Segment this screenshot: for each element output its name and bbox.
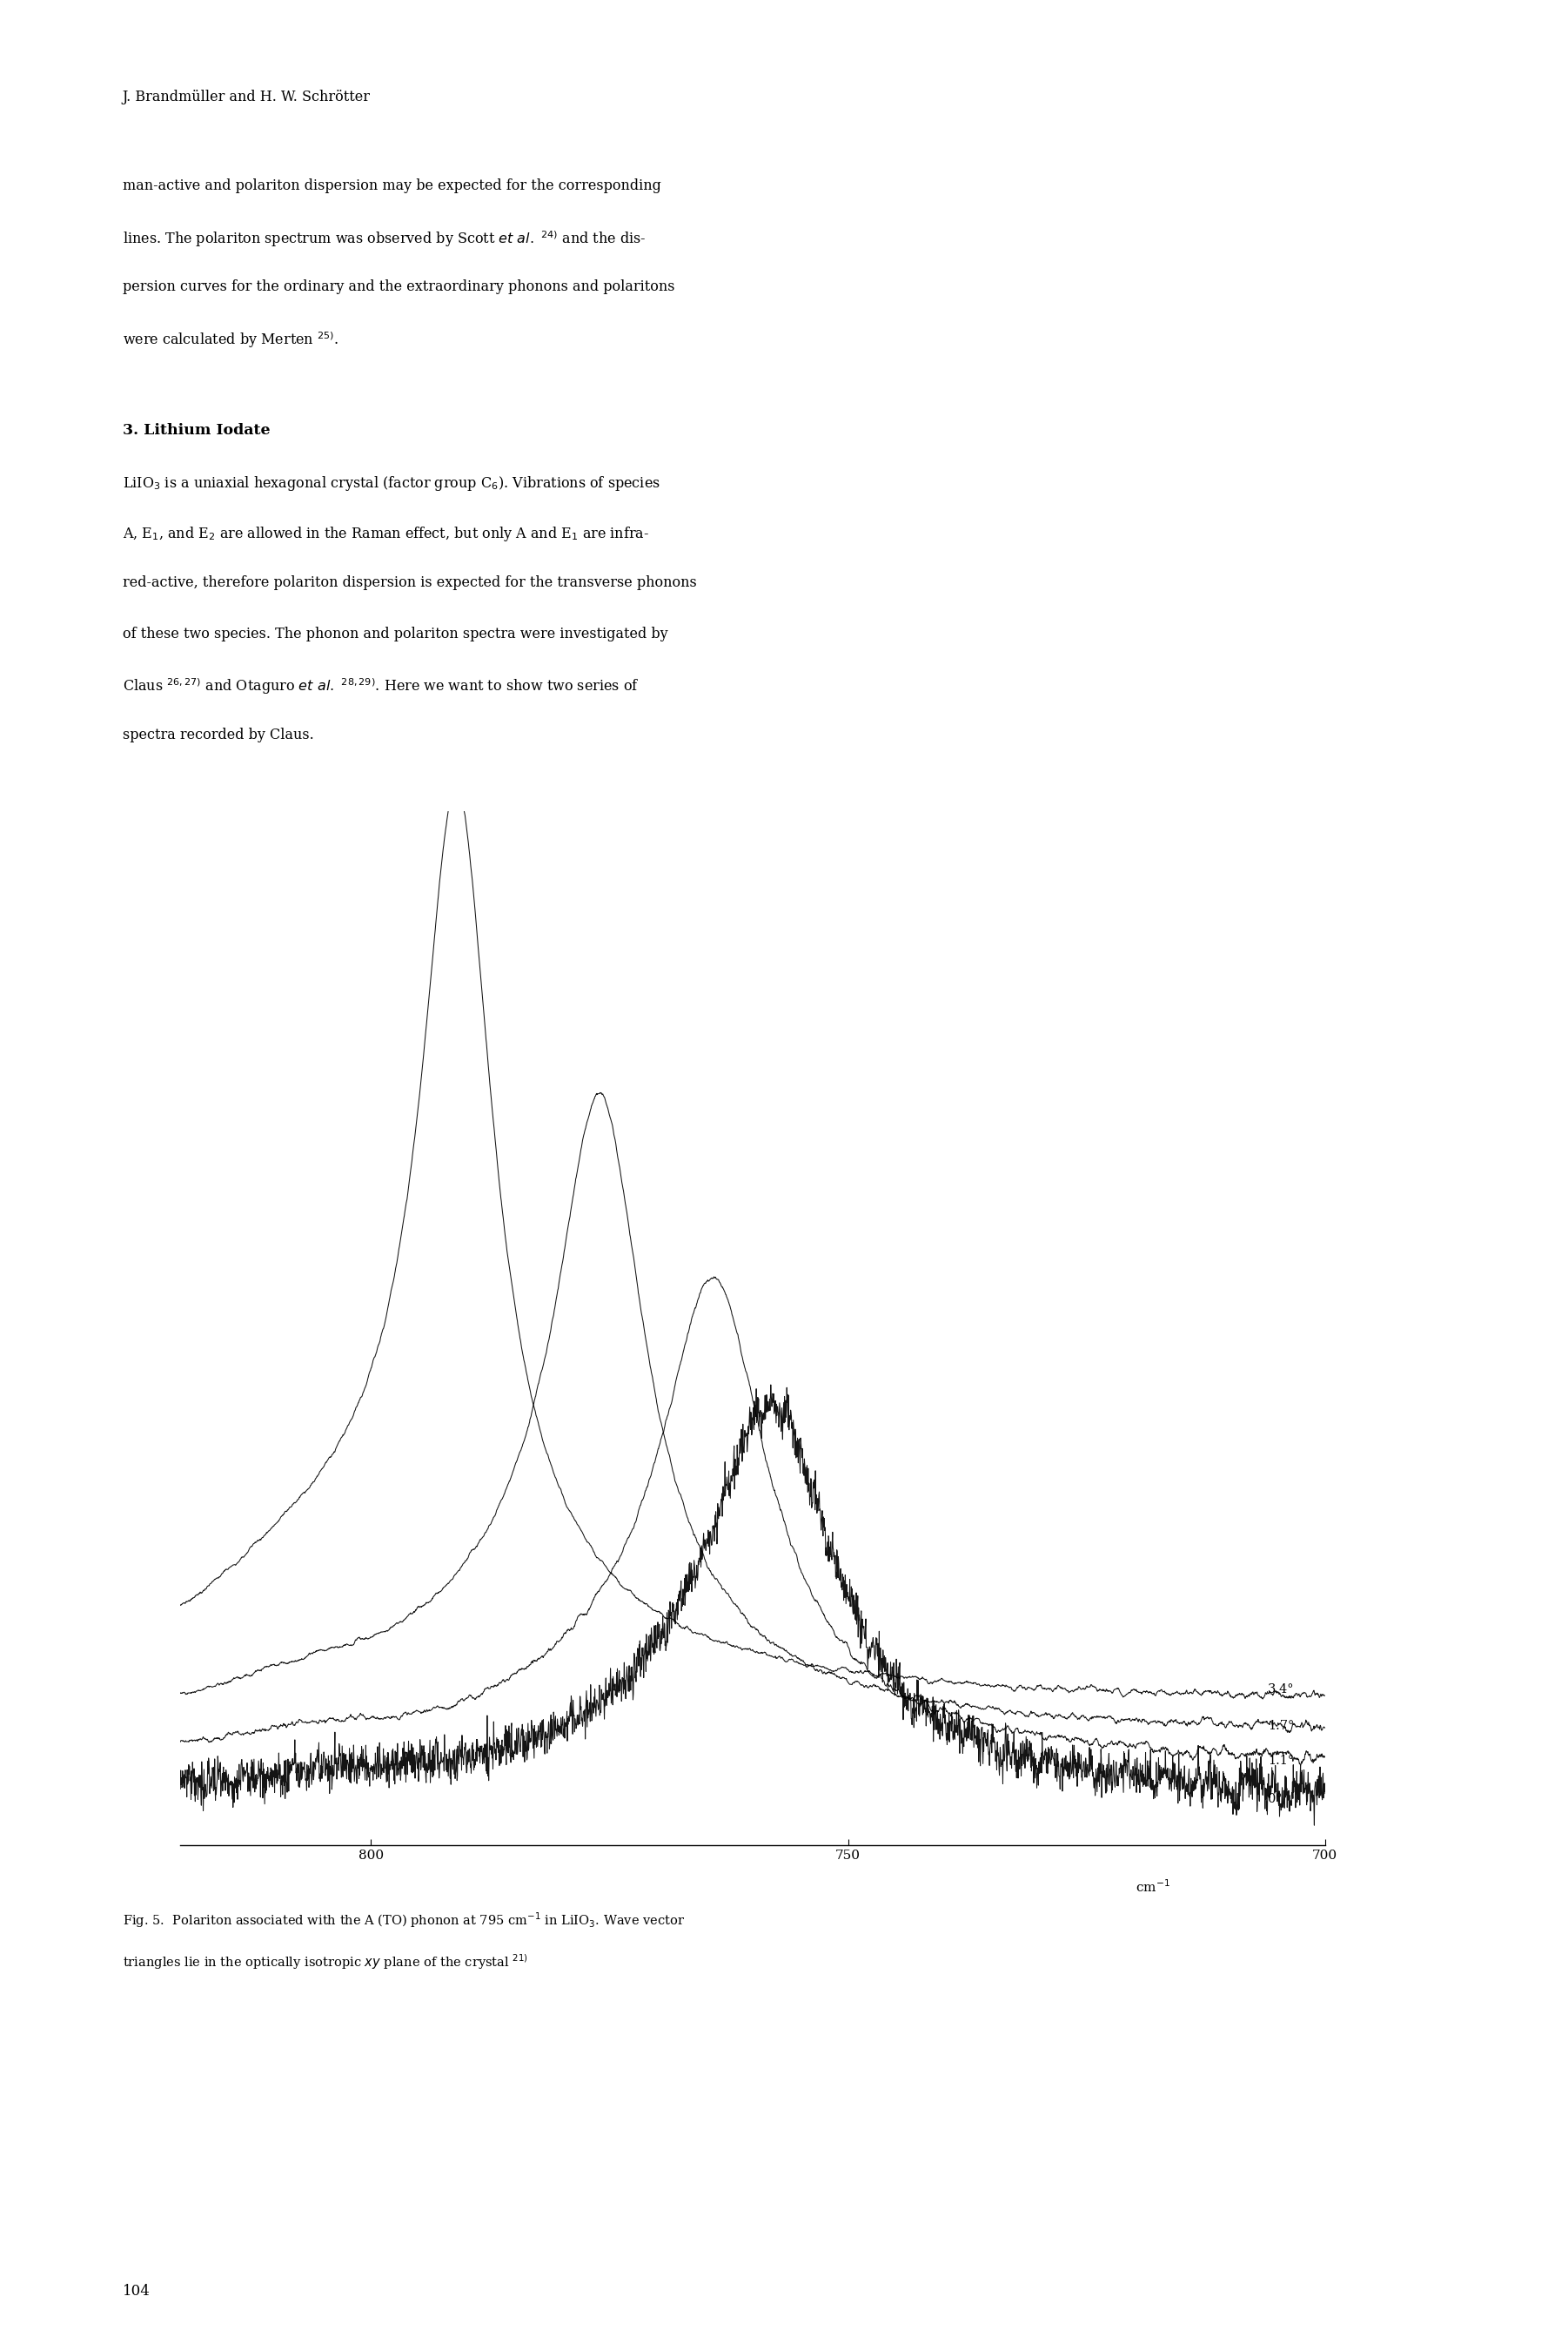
Text: 1.1°: 1.1° <box>1269 1755 1294 1767</box>
Text: LiIO$_3$ is a uniaxial hexagonal crystal (factor group C$_6$). Vibrations of spe: LiIO$_3$ is a uniaxial hexagonal crystal… <box>122 475 660 494</box>
Text: J. Brandmüller and H. W. Schrötter: J. Brandmüller and H. W. Schrötter <box>122 89 370 103</box>
Text: A, E$_1$, and E$_2$ are allowed in the Raman effect, but only A and E$_1$ are in: A, E$_1$, and E$_2$ are allowed in the R… <box>122 524 649 543</box>
Text: 3. Lithium Iodate: 3. Lithium Iodate <box>122 423 270 437</box>
Text: Fig. 5.  Polariton associated with the A (TO) phonon at 795 cm$^{-1}$ in LiIO$_3: Fig. 5. Polariton associated with the A … <box>122 1911 685 1929</box>
Text: lines. The polariton spectrum was observed by Scott $\it{et\ al.}$ $^{24)}$ and : lines. The polariton spectrum was observ… <box>122 230 646 249</box>
Text: red-active, therefore polariton dispersion is expected for the transverse phonon: red-active, therefore polariton dispersi… <box>122 576 696 590</box>
Text: persion curves for the ordinary and the extraordinary phonons and polaritons: persion curves for the ordinary and the … <box>122 280 674 294</box>
Text: 0°: 0° <box>1269 1793 1283 1805</box>
Text: of these two species. The phonon and polariton spectra were investigated by: of these two species. The phonon and pol… <box>122 625 668 642</box>
Text: triangles lie in the optically isotropic $xy$ plane of the crystal $^{21)}$: triangles lie in the optically isotropic… <box>122 1953 528 1972</box>
Text: 104: 104 <box>122 2284 151 2298</box>
Text: 1.7°: 1.7° <box>1269 1720 1294 1732</box>
Text: man-active and polariton dispersion may be expected for the corresponding: man-active and polariton dispersion may … <box>122 179 660 193</box>
Text: cm$^{-1}$: cm$^{-1}$ <box>1135 1878 1171 1894</box>
Text: Claus $^{26,27)}$ and Otaguro $\it{et\ al.}$ $^{28,29)}$. Here we want to show t: Claus $^{26,27)}$ and Otaguro $\it{et\ a… <box>122 677 638 696</box>
Text: spectra recorded by Claus.: spectra recorded by Claus. <box>122 726 314 743</box>
Text: were calculated by Merten $^{25)}$.: were calculated by Merten $^{25)}$. <box>122 329 339 350</box>
Text: 3.4°: 3.4° <box>1269 1683 1294 1697</box>
